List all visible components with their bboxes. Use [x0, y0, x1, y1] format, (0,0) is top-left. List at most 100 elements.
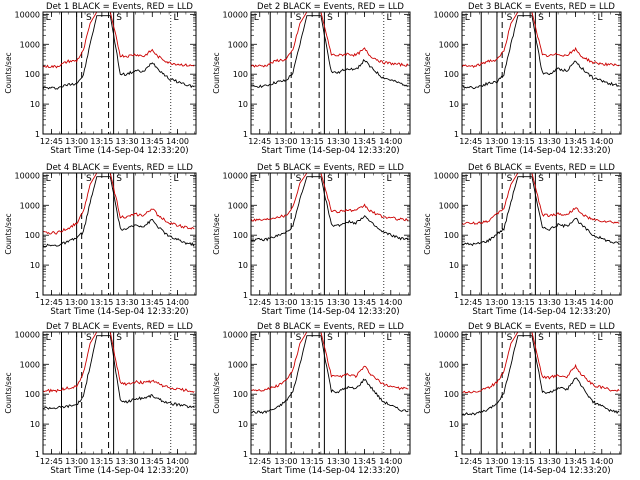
x-tick-label: 13:45	[564, 457, 587, 466]
x-tick-label: 14:00	[379, 137, 402, 146]
x-tick-label: 14:00	[166, 457, 189, 466]
y-tick-label: 1	[35, 130, 40, 139]
y-axis-label: Counts/sec	[423, 52, 432, 93]
y-tick-label: 100	[233, 70, 248, 79]
plot-frame	[461, 11, 622, 135]
annotation-label: L	[387, 13, 392, 23]
annotation-label: S	[327, 333, 333, 343]
panel-7: 1 10 100 1000 10000 12:45 13:00 13:15 13:30 13:45…	[4, 322, 197, 476]
y-tick-label: 1000	[20, 40, 40, 49]
panel-title: Det 3 BLACK = Events, RED = LLD	[468, 2, 615, 12]
panel-8: 1 10 100 1000 10000 12:45 13:00 13:15 13:30 13:45…	[212, 322, 411, 476]
y-tick-label: 10000	[15, 10, 40, 19]
x-tick-label: 12:45	[248, 457, 271, 466]
y-tick-label: 10000	[223, 10, 248, 19]
y-axis-label: Counts/sec	[212, 372, 221, 413]
x-tick-label: 14:00	[590, 457, 613, 466]
panel-title: Det 9 BLACK = Events, RED = LLD	[468, 322, 615, 332]
annotation-label: S	[507, 174, 513, 184]
annotation-label: S	[507, 333, 513, 343]
y-tick-label: 1000	[228, 40, 248, 49]
x-axis-label: Start Time (14-Sep-04 12:33:20)	[50, 146, 188, 156]
plot-frame	[461, 172, 622, 296]
x-tick-label: 13:45	[564, 137, 587, 146]
y-tick-label: 10000	[15, 171, 40, 180]
annotation-label: S	[116, 13, 122, 23]
x-axis-label: Start Time (14-Sep-04 12:33:20)	[50, 307, 188, 317]
panel-4: 1 10 100 1000 10000 12:45 13:00 13:15 13:30 13:45…	[4, 163, 197, 317]
plot-frame	[42, 172, 197, 296]
x-tick-label: 13:30	[538, 298, 561, 307]
y-tick-label: 10	[449, 100, 459, 109]
y-axis-label: Counts/sec	[4, 52, 13, 93]
x-tick-label: 12:45	[40, 457, 63, 466]
panel-title: Det 7 BLACK = Events, RED = LLD	[46, 322, 193, 332]
annotation-label: S	[86, 174, 92, 184]
x-tick-label: 14:00	[166, 298, 189, 307]
series-line-lld	[251, 332, 409, 392]
y-tick-label: 1	[454, 130, 459, 139]
y-tick-label: 1000	[228, 201, 248, 210]
y-tick-label: 1000	[228, 360, 248, 369]
y-tick-label: 1000	[20, 360, 40, 369]
annotation-label: L	[254, 333, 259, 343]
x-tick-label: 12:45	[40, 298, 63, 307]
y-tick-label: 100	[25, 70, 40, 79]
y-tick-label: 1	[243, 291, 248, 300]
series-line-lld	[43, 332, 195, 394]
panel-title: Det 2 BLACK = Events, RED = LLD	[257, 2, 404, 12]
y-tick-label: 1	[454, 291, 459, 300]
annotation-label: S	[538, 174, 544, 184]
x-tick-label: 13:15	[512, 137, 535, 146]
x-tick-label: 13:45	[353, 298, 376, 307]
series-line-events	[43, 335, 195, 410]
series-line-events	[251, 15, 409, 89]
x-tick-label: 13:45	[353, 457, 376, 466]
annotation-label: L	[465, 13, 470, 23]
y-axis-label: Counts/sec	[212, 213, 221, 254]
plot-frame	[250, 172, 411, 296]
series-line-events	[251, 335, 409, 415]
annotation-label: S	[86, 333, 92, 343]
y-tick-label: 100	[444, 390, 459, 399]
panel-title: Det 6 BLACK = Events, RED = LLD	[468, 163, 615, 173]
x-tick-label: 13:00	[274, 457, 297, 466]
x-tick-label: 13:00	[485, 298, 508, 307]
x-tick-label: 13:30	[327, 457, 350, 466]
y-tick-label: 1	[243, 130, 248, 139]
y-tick-label: 100	[233, 231, 248, 240]
panel-title: Det 8 BLACK = Events, RED = LLD	[257, 322, 404, 332]
x-tick-label: 14:00	[379, 298, 402, 307]
y-axis-label: Counts/sec	[4, 372, 13, 413]
y-tick-label: 10	[30, 420, 40, 429]
y-tick-label: 1	[243, 450, 248, 459]
x-tick-label: 13:00	[274, 298, 297, 307]
annotation-label: S	[327, 174, 333, 184]
x-tick-label: 14:00	[166, 137, 189, 146]
x-tick-label: 13:15	[301, 298, 324, 307]
panel-2: 1 10 100 1000 10000 12:45 13:00 13:15 13:30 13:45…	[212, 2, 411, 156]
panel-1: 1 10 100 1000 10000 12:45 13:00 13:15 13:30 13:45…	[4, 2, 197, 156]
series-line-events	[462, 15, 620, 90]
x-axis-label: Start Time (14-Sep-04 12:33:20)	[472, 307, 610, 317]
y-tick-label: 10000	[434, 330, 459, 339]
x-tick-label: 14:00	[590, 298, 613, 307]
y-tick-label: 1000	[439, 40, 459, 49]
annotation-label: L	[173, 333, 178, 343]
y-tick-label: 10	[238, 100, 248, 109]
y-tick-label: 1	[35, 291, 40, 300]
y-axis-label: Counts/sec	[423, 372, 432, 413]
y-tick-label: 10000	[15, 330, 40, 339]
annotation-label: S	[538, 13, 544, 23]
x-tick-label: 13:45	[564, 298, 587, 307]
x-axis-label: Start Time (14-Sep-04 12:33:20)	[261, 307, 399, 317]
annotation-label: S	[507, 13, 513, 23]
y-tick-label: 1000	[439, 360, 459, 369]
x-tick-label: 13:45	[141, 298, 164, 307]
series-line-lld	[462, 12, 620, 68]
annotation-label: L	[254, 174, 259, 184]
x-tick-label: 13:15	[90, 298, 113, 307]
y-tick-label: 1000	[20, 201, 40, 210]
panel-9: 1 10 100 1000 10000 12:45 13:00 13:15 13:30 13:45…	[423, 322, 622, 476]
annotation-label: L	[387, 333, 392, 343]
